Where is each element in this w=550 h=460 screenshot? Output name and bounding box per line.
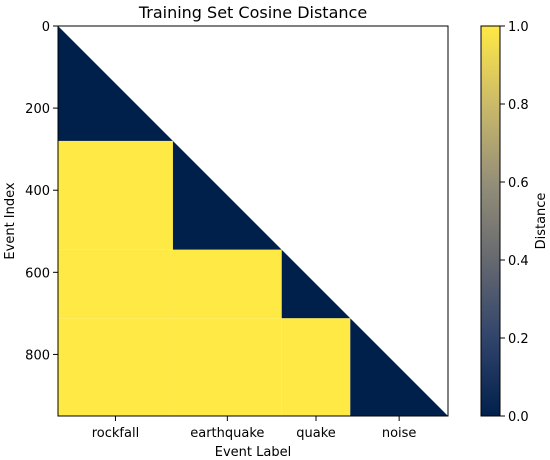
colorbar-gradient: [481, 26, 500, 416]
x-axis: rockfall earthquake quake noise: [92, 416, 417, 441]
colorbar-label: Distance: [534, 193, 549, 250]
y-tick-label: 0: [42, 20, 50, 35]
heatmap-block-earthquake-rockfall: [58, 140, 173, 250]
y-tick-label: 600: [25, 266, 50, 281]
heatmap-block-noise-rockfall: [58, 318, 173, 416]
heatmap-block-noise-quake: [281, 318, 351, 416]
x-tick-label-rockfall: rockfall: [92, 426, 139, 441]
heatmap-block-noise-earthquake: [172, 318, 282, 416]
colorbar: 0.0 0.2 0.4 0.6 0.8 1.0 Distance: [480, 20, 549, 425]
y-axis: 0 200 400 600 800: [25, 20, 58, 363]
masked-upper-triangle: [58, 26, 448, 416]
y-tick-label: 400: [25, 184, 50, 199]
colorbar-frame: [480, 25, 501, 417]
chart-title: Training Set Cosine Distance: [138, 3, 367, 22]
y-tick-label: 200: [25, 102, 50, 117]
colorbar-tick-label: 0.8: [508, 98, 529, 113]
colorbar-tick-label: 0.4: [508, 254, 529, 269]
x-tick-label-quake: quake: [296, 426, 336, 441]
y-axis-label: Event Index: [3, 182, 18, 259]
x-tick-label-earthquake: earthquake: [190, 426, 264, 441]
x-axis-label: Event Label: [215, 445, 291, 460]
x-tick-label-noise: noise: [382, 426, 417, 441]
colorbar-tick-label: 0.0: [508, 410, 529, 425]
y-tick-label: 800: [25, 348, 50, 363]
colorbar-tick-label: 0.2: [508, 332, 529, 347]
plot-frame: [57, 25, 449, 417]
heatmap-block-quake-rockfall: [58, 249, 173, 319]
heatmap-block-quake-earthquake: [172, 249, 282, 319]
colorbar-tick-label: 1.0: [508, 20, 529, 35]
colorbar-tick-label: 0.6: [508, 176, 529, 191]
heatmap-plot: [58, 26, 448, 416]
